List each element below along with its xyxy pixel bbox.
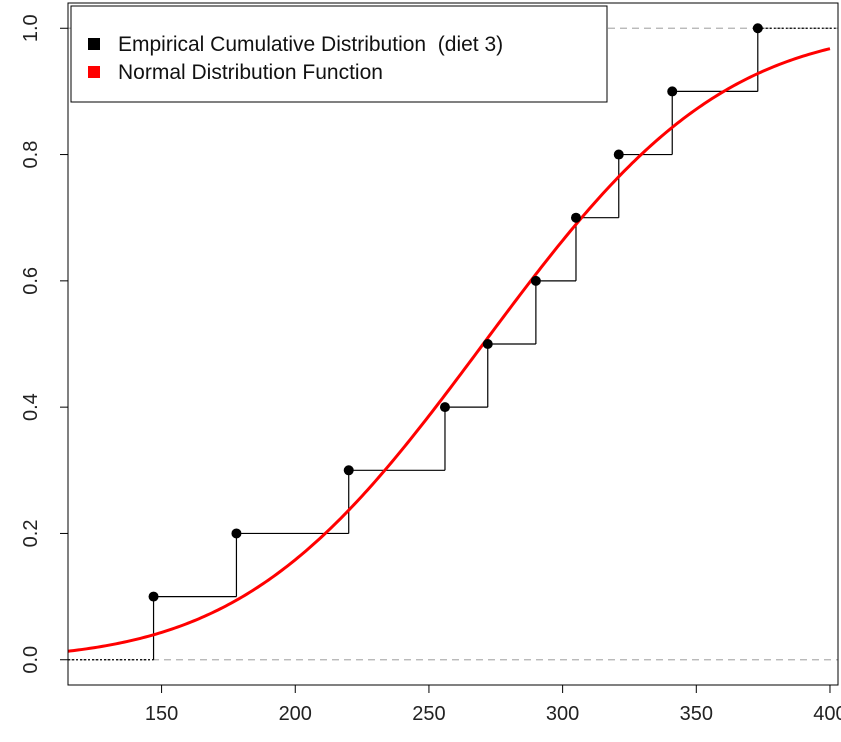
ecdf-point-1 [231, 528, 242, 539]
ecdf-point-8 [667, 86, 678, 97]
legend-key-1 [88, 66, 100, 78]
normal-curve [67, 47, 831, 653]
y-tick-label-4: 0.8 [20, 141, 42, 169]
ecdf-point-4 [482, 339, 493, 349]
legend-box [70, 5, 608, 103]
legend-key-0 [88, 38, 100, 50]
y-tick-label-0: 0.0 [20, 646, 42, 674]
y-tick-label-3: 0.6 [20, 267, 42, 295]
legend: Empirical Cumulative Distribution (diet … [70, 5, 608, 103]
ecdf-points [148, 23, 763, 602]
normal-curve-series [67, 47, 831, 653]
y-tick-label-2: 0.4 [20, 393, 42, 421]
ecdf-point-0 [148, 591, 159, 602]
y-axis: 0.0 0.2 0.4 0.6 0.8 1.0 [20, 14, 68, 674]
ecdf-point-6 [570, 212, 581, 223]
x-tick-label-0: 150 [145, 703, 178, 725]
ecdf-point-2 [343, 465, 354, 476]
y-tick-label-5: 1.0 [20, 14, 42, 42]
ecdf-point-5 [530, 275, 541, 286]
ecdf-point-3 [439, 402, 450, 413]
ecdf-series [68, 27, 838, 661]
ecdf-point-9 [752, 23, 763, 34]
x-axis: 150 200 250 300 350 400 [145, 685, 841, 725]
ecdf-point-7 [613, 149, 624, 160]
legend-label-1: Normal Distribution Function [118, 61, 383, 84]
x-tick-label-2: 250 [412, 703, 445, 725]
x-tick-label-5: 400 [813, 703, 841, 725]
x-tick-label-4: 350 [680, 703, 713, 725]
x-tick-label-3: 300 [546, 703, 579, 725]
legend-label-0: Empirical Cumulative Distribution (diet … [118, 33, 503, 56]
y-tick-label-1: 0.2 [20, 520, 42, 548]
plot-frame [67, 2, 839, 686]
x-tick-label-1: 200 [279, 703, 312, 725]
reference-lines [68, 27, 838, 661]
